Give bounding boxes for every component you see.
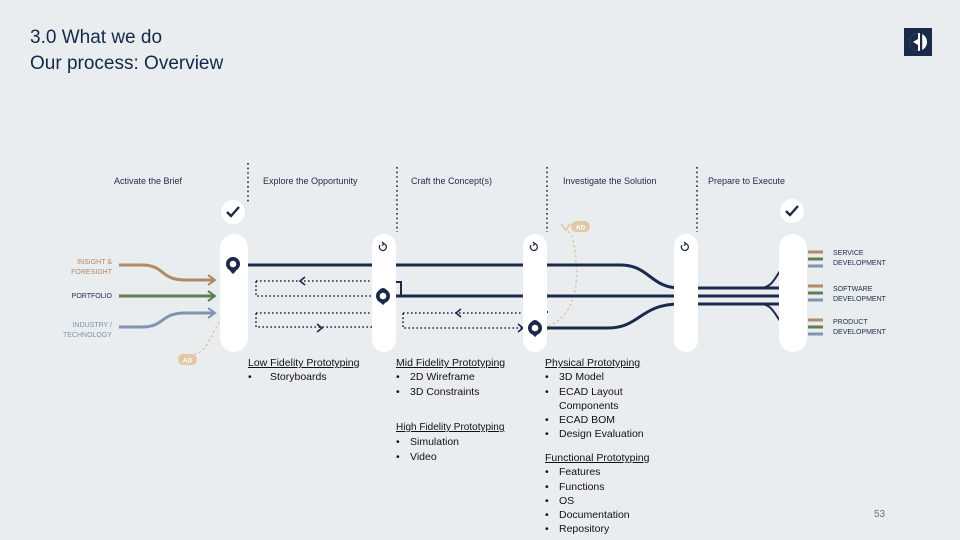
list-item: Repository — [545, 522, 649, 537]
list-item: Features — [545, 465, 649, 480]
gate-5 — [779, 234, 807, 352]
output-label-product: PRODUCT DEVELOPMENT — [833, 319, 886, 336]
location-pin-icon — [226, 257, 240, 274]
functional-prototyping-list: Functional Prototyping Features Function… — [545, 451, 649, 537]
list-item: 3D Constraints — [396, 385, 505, 400]
gate-3 — [523, 234, 547, 352]
physical-prototyping-heading: Physical Prototyping — [545, 357, 641, 369]
ad-badge-right-text: AD — [576, 224, 586, 231]
phase-separators — [247, 163, 698, 232]
check-icon — [780, 199, 804, 223]
gates — [220, 234, 807, 352]
low-fidelity-list: Low Fidelity Prototyping Storyboards — [248, 356, 359, 385]
location-pin-icon — [528, 320, 542, 337]
insight-arrow — [119, 263, 214, 282]
input-label-industry: INDUSTRY / TECHNOLOGY — [62, 322, 112, 339]
page-number: 53 — [874, 509, 886, 520]
input-arrows — [119, 263, 217, 329]
mid-fidelity-list: Mid Fidelity Prototyping 2D Wireframe 3D… — [396, 356, 505, 399]
ad-badge-left-text: AD — [183, 357, 193, 364]
list-item: OS — [545, 494, 649, 509]
phase-investigate-solution: Investigate the Solution — [563, 176, 657, 186]
gate-1 — [220, 234, 248, 352]
ad-loop-left — [193, 317, 222, 355]
location-pin-icon — [376, 288, 390, 305]
industry-arrow — [119, 311, 214, 329]
ad-loop-right — [547, 229, 578, 327]
list-item: Design Evaluation — [545, 427, 644, 442]
check-icon — [221, 200, 245, 224]
high-fidelity-heading: High Fidelity Prototyping — [396, 422, 505, 433]
phase-activate-brief: Activate the Brief — [114, 176, 183, 186]
list-item: Functions — [545, 480, 649, 495]
main-tracks — [233, 263, 793, 330]
refresh-icon — [680, 241, 689, 252]
low-fidelity-heading: Low Fidelity Prototyping — [248, 357, 360, 369]
output-label-software: SOFTWARE DEVELOPMENT — [833, 286, 886, 303]
refresh-icon — [378, 241, 387, 252]
list-item: 2D Wireframe — [396, 370, 505, 385]
physical-prototyping-list: Physical Prototyping 3D Model ECAD Layou… — [545, 356, 644, 442]
list-item: ECAD BOM — [545, 413, 644, 428]
functional-prototyping-heading: Functional Prototyping — [545, 452, 650, 464]
output-lines — [808, 250, 823, 336]
input-label-portfolio: PORTFOLIO — [71, 293, 112, 300]
phase-explore-opportunity: Explore the Opportunity — [263, 176, 358, 186]
ad-badge-right: AD — [571, 221, 590, 232]
high-fidelity-list: High Fidelity Prototyping Simulation Vid… — [396, 421, 504, 464]
list-item: ECAD Layout — [545, 385, 644, 400]
list-item: Video — [396, 450, 504, 465]
input-label-insight: INSIGHT & FORESIGHT — [71, 259, 112, 276]
list-item: Storyboards — [248, 370, 359, 385]
title-line-2: Our process: Overview — [30, 53, 224, 74]
ad-loops — [193, 223, 578, 355]
electrolux-logo-icon — [904, 28, 932, 56]
loop-chevrons — [298, 276, 525, 333]
list-item: Documentation — [545, 508, 649, 523]
list-item-continued: Components — [559, 399, 619, 412]
mid-fidelity-heading: Mid Fidelity Prototyping — [396, 357, 506, 369]
ad-badge-left: AD — [178, 354, 197, 365]
phase-craft-concepts: Craft the Concept(s) — [411, 176, 493, 186]
gate-4 — [674, 234, 698, 352]
title-line-1: 3.0 What we do — [30, 27, 163, 48]
phase-prepare-execute: Prepare to Execute — [708, 176, 786, 186]
refresh-icon — [529, 241, 538, 252]
list-item: Simulation — [396, 435, 504, 450]
list-item: 3D Model — [545, 370, 644, 385]
output-label-service: SERVICE DEVELOPMENT — [833, 250, 886, 267]
